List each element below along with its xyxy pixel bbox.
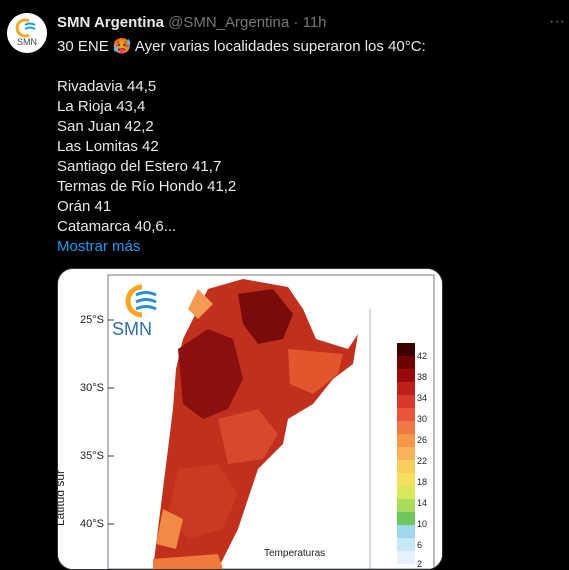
temperature-legend: 42 38 34 30 26 22 18 14 10 6 2 [397,343,437,569]
tweet-line: San Juan 42,2 [57,118,154,135]
tweet-line: Las Lomitas 42 [57,138,159,155]
legend-label: 42 [417,351,428,361]
y-axis-label: Latitud sur [57,469,68,527]
legend-swatch [397,421,415,434]
legend-swatch [397,343,415,356]
tweet-line: 30 ENE 🥵 Ayer varias localidades superar… [57,38,426,55]
tweet-line-blank [57,57,537,77]
legend-swatch [397,395,415,408]
separator: · [293,14,299,31]
lat-label-35: 35°S [80,450,104,462]
legend-label: 2 [417,559,423,569]
tweet-line: Rivadavia 44,5 [57,78,157,95]
svg-text:SMN: SMN [17,37,37,47]
legend-label: 18 [417,477,428,487]
legend-swatch [397,382,415,395]
author-handle[interactable]: @SMN_Argentina [168,14,290,31]
legend-swatch [397,408,415,421]
legend-swatch [397,447,415,460]
map-caption: Temperaturas [262,548,328,559]
legend-swatch [397,538,415,551]
legend-label: 26 [417,435,428,445]
smn-logo-icon [125,284,157,318]
legend-label: 34 [417,393,428,403]
legend-label: 6 [417,540,423,550]
legend-swatch [397,551,415,564]
legend-label: 14 [417,498,428,508]
smn-logo-icon: SMN [7,13,47,53]
tweet-line: Orán 41 [57,198,112,215]
smn-logo-text: SMN [112,319,152,339]
legend-label: 38 [417,372,428,382]
tweet-line: Termas de Río Hondo 41,2 [57,178,237,195]
tweet-header: SMN Argentina @SMN_Argentina · 11h [57,13,327,33]
more-options-button[interactable]: ··· [547,12,567,32]
legend-swatch [397,486,415,499]
lat-label-40: 40°S [80,518,104,530]
legend-swatch [397,512,415,525]
tweet-line: Catamarca 40,6... [57,218,177,235]
lat-label-25: 25°S [80,314,104,326]
legend-swatch [397,369,415,382]
legend-swatch [397,525,415,538]
legend-swatch [397,460,415,473]
legend-label: 30 [417,414,428,424]
avatar[interactable]: SMN [7,13,47,53]
legend-swatch [397,356,415,369]
tweet-text: 30 ENE 🥵 Ayer varias localidades superar… [57,37,537,257]
show-more-link[interactable]: Mostrar más [57,238,141,255]
legend-label: 22 [417,456,428,466]
ellipsis-icon: ··· [549,13,565,30]
timestamp[interactable]: 11h [302,14,327,31]
legend-label: 10 [417,519,428,529]
smn-map-logo: SMN [112,279,172,343]
author-name[interactable]: SMN Argentina [57,14,164,31]
legend-swatch [397,499,415,512]
lat-label-30: 30°S [80,382,104,394]
legend-swatch [397,473,415,486]
legend-swatch [397,434,415,447]
tweet-line: La Rioja 43,4 [57,98,146,115]
tweet-media-image[interactable]: SMN 25°S 30°S 35°S 40°S Latitud sur 42 3… [57,268,443,570]
temperature-map [58,269,442,569]
tweet-line: Santiago del Estero 41,7 [57,158,222,175]
